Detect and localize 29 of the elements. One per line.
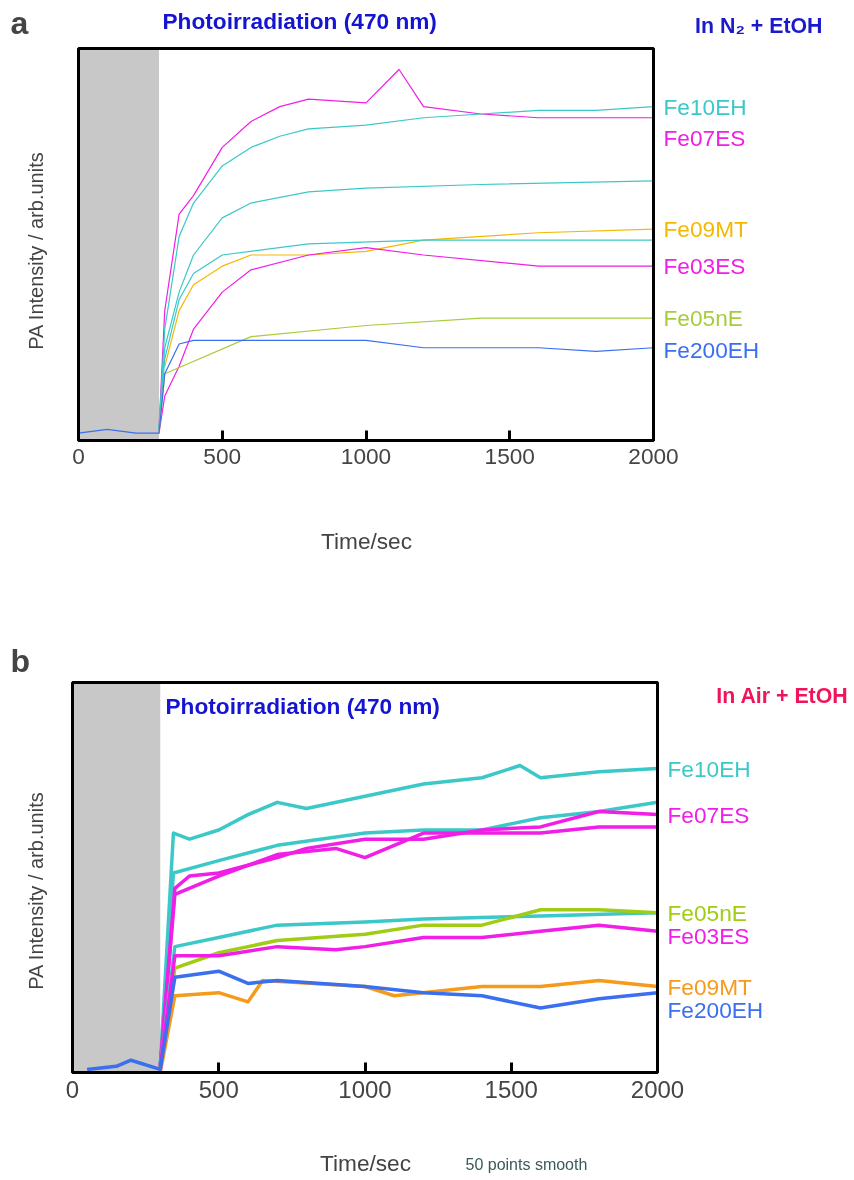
x-axis-title: Time/sec [320,527,413,554]
chart-title: b [10,642,31,679]
y-axis-title: PA Intensity / arb.units [24,152,47,350]
y-axis-title: PA Intensity / arb.units [24,792,47,990]
text: In N₂ + EtOH [695,13,823,38]
text: Photoirradiation (470 nm) [165,692,440,719]
x-tick-label: 500 [203,442,242,469]
x-tick-label: 2000 [630,1075,685,1103]
text: In Air + EtOH [716,683,848,708]
series-label: Fe200EH [663,336,760,363]
series-label: Fe10EH [663,93,747,120]
x-axis-title: Time/sec [319,1149,412,1176]
x-tick-label: 1500 [484,442,535,469]
series-label: Fe05nE [663,305,743,332]
series-label: Fe07ES [663,125,746,152]
x-tick-label: 2000 [628,442,679,469]
x-tick-label: 0 [72,442,85,469]
x-tick-label: 1000 [340,442,392,469]
series-label: Fe09MT [663,216,749,243]
series-label: Fe07ES [667,801,750,828]
series-label: Fe10EH [667,755,751,782]
x-tick-label: 0 [65,1075,80,1103]
text: 50 points smooth [465,1156,588,1173]
chart-title: a [10,4,29,41]
x-tick-label: 1500 [484,1075,538,1103]
x-tick-label: 1000 [338,1075,392,1103]
text: Photoirradiation (470 nm) [162,7,437,34]
x-tick-label: 500 [198,1075,239,1103]
series-label: Fe03ES [663,253,746,280]
